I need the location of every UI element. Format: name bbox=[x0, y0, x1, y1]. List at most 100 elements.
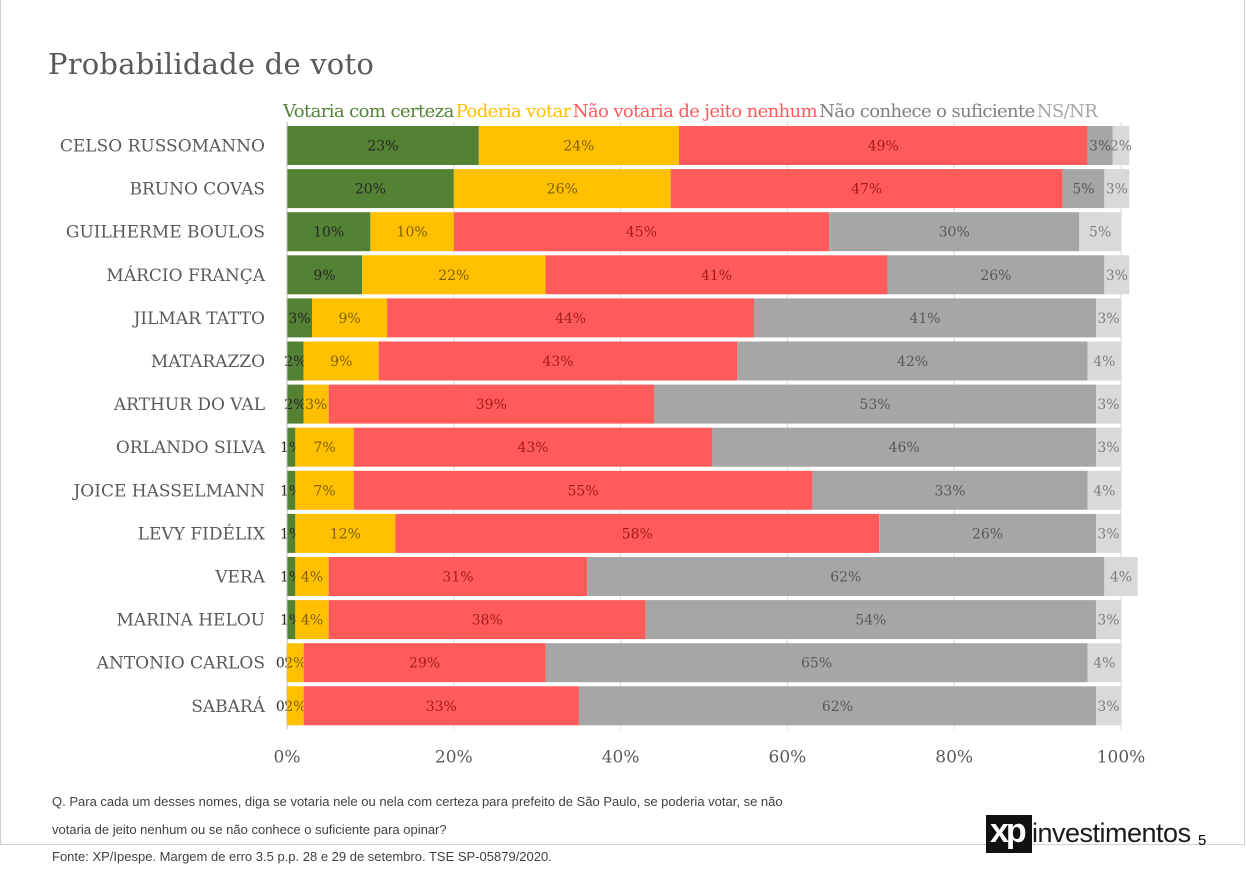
bar-segment bbox=[295, 427, 354, 467]
bar-segment bbox=[1087, 126, 1113, 165]
data-label: 9% bbox=[338, 311, 360, 327]
data-label: 24% bbox=[563, 139, 594, 155]
category-label: ANTONIO CARLOS bbox=[96, 654, 265, 674]
bar-segment bbox=[1095, 686, 1121, 726]
bar-segment bbox=[287, 557, 296, 596]
category-label: MARINA HELOU bbox=[116, 611, 265, 631]
footnote-question-line1: Q. Para cada um desses nomes, diga se vo… bbox=[52, 794, 783, 809]
data-label: 47% bbox=[851, 182, 882, 198]
bar-segment bbox=[1095, 600, 1121, 640]
data-label: 20% bbox=[355, 182, 386, 198]
legend-entry: Votaria com certeza bbox=[282, 101, 455, 122]
data-label: 4% bbox=[1093, 483, 1115, 499]
bar-segment bbox=[1095, 427, 1121, 467]
x-tick-label: 0% bbox=[274, 747, 301, 767]
bar-segment bbox=[587, 557, 1105, 596]
bar-segment bbox=[312, 298, 388, 338]
data-label: 12% bbox=[330, 526, 361, 542]
page-title: Probabilidade de voto bbox=[48, 47, 374, 82]
data-label: 62% bbox=[830, 570, 861, 586]
data-label: 9% bbox=[330, 354, 352, 370]
category-label: JOICE HASSELMANN bbox=[71, 481, 265, 501]
bar-segment bbox=[303, 384, 329, 424]
bar-segment bbox=[328, 384, 654, 424]
bar-segment bbox=[812, 470, 1088, 510]
bar-segment bbox=[1104, 557, 1138, 596]
bar-segment bbox=[1095, 298, 1121, 338]
data-label: 30% bbox=[939, 225, 970, 241]
bar-segment bbox=[545, 643, 1088, 683]
bar-segment bbox=[287, 600, 296, 640]
bar-segment bbox=[453, 169, 671, 209]
bar-segment bbox=[678, 126, 1088, 165]
category-label: JILMAR TATTO bbox=[132, 309, 265, 329]
data-label: 54% bbox=[855, 613, 886, 629]
bar-segment bbox=[712, 427, 1096, 467]
data-label: 44% bbox=[555, 311, 586, 327]
data-label: 39% bbox=[476, 397, 507, 413]
bar-segment bbox=[362, 255, 546, 295]
data-label: 43% bbox=[542, 354, 573, 370]
category-label: CELSO RUSSOMANNO bbox=[60, 137, 265, 157]
data-label: 58% bbox=[622, 526, 653, 542]
category-label: MATARAZZO bbox=[151, 352, 265, 372]
bar-segment bbox=[287, 427, 296, 467]
bar-segment bbox=[303, 643, 546, 683]
bar-segment bbox=[754, 298, 1096, 338]
page-number: 5 bbox=[1198, 832, 1207, 849]
data-label: 2% bbox=[1110, 139, 1132, 155]
bar-segment bbox=[287, 384, 304, 424]
data-label: 45% bbox=[626, 225, 657, 241]
x-tick-label: 80% bbox=[935, 747, 973, 767]
legend-entry: NS/NR bbox=[1037, 101, 1098, 122]
legend-entry: Não conhece o suficiente bbox=[819, 101, 1035, 122]
category-label: ARTHUR DO VAL bbox=[113, 395, 265, 415]
data-label: 4% bbox=[301, 613, 323, 629]
slide-frame bbox=[0, 0, 1245, 845]
bar-segment bbox=[303, 341, 379, 381]
bar-segment bbox=[1104, 255, 1130, 295]
bar-segment bbox=[287, 212, 371, 252]
bar-segment bbox=[1104, 169, 1130, 209]
data-label: 3% bbox=[1106, 268, 1128, 284]
bar-segment bbox=[478, 126, 679, 165]
x-tick-label: 100% bbox=[1097, 747, 1146, 767]
bar-segment bbox=[287, 513, 296, 553]
bar-segment bbox=[578, 686, 1096, 726]
bar-segment bbox=[879, 513, 1096, 553]
data-label: 42% bbox=[897, 354, 928, 370]
data-label: 4% bbox=[301, 570, 323, 586]
data-label: 4% bbox=[1093, 354, 1115, 370]
data-label: 3% bbox=[1097, 440, 1119, 456]
data-label: 3% bbox=[1106, 182, 1128, 198]
data-label: 33% bbox=[934, 483, 965, 499]
data-label: 3% bbox=[1089, 139, 1111, 155]
data-label: 55% bbox=[568, 483, 599, 499]
data-label: 23% bbox=[367, 139, 398, 155]
bar-segment bbox=[328, 557, 588, 596]
data-label: 2% bbox=[284, 699, 306, 715]
xp-logo-box bbox=[986, 815, 1032, 853]
data-label: 26% bbox=[547, 182, 578, 198]
data-label: 9% bbox=[313, 268, 335, 284]
bar-segment bbox=[545, 255, 888, 295]
category-label: GUILHERME BOULOS bbox=[66, 223, 265, 243]
data-label: 7% bbox=[313, 440, 335, 456]
data-label: 2% bbox=[284, 397, 306, 413]
data-label: 22% bbox=[438, 268, 469, 284]
stacked-bar-chart: 0% 20% 40% 60% 80% 100% Votaria com certeza Pod… bbox=[60, 101, 1146, 767]
data-label: 53% bbox=[859, 397, 890, 413]
bar-segment bbox=[328, 600, 646, 640]
data-label: 3% bbox=[1097, 526, 1119, 542]
bar-segment bbox=[353, 427, 713, 467]
bar-segment bbox=[453, 212, 830, 252]
bar-segment bbox=[395, 513, 880, 553]
data-label: 4% bbox=[1093, 656, 1115, 672]
data-label: 10% bbox=[313, 225, 344, 241]
legend-entry: Não votaria de jeito nenhum bbox=[573, 101, 818, 122]
bar-segment bbox=[1087, 643, 1121, 683]
bar-segment bbox=[303, 686, 579, 726]
bar-segment bbox=[295, 470, 354, 510]
data-label: 3% bbox=[1097, 699, 1119, 715]
data-label: 3% bbox=[305, 397, 327, 413]
